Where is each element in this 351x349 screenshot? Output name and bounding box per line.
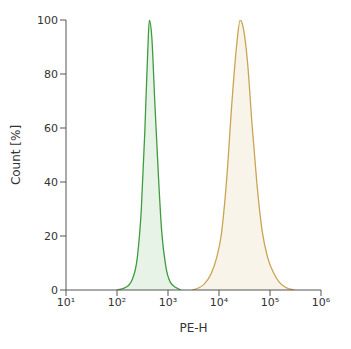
svg-text:10⁶: 10⁶: [312, 296, 331, 309]
svg-text:Count [%]: Count [%]: [9, 125, 23, 185]
svg-text:PE-H: PE-H: [179, 321, 207, 335]
svg-text:80: 80: [44, 68, 58, 81]
svg-text:10⁵: 10⁵: [261, 296, 279, 309]
svg-text:60: 60: [44, 122, 58, 135]
svg-text:10¹: 10¹: [57, 296, 75, 309]
svg-text:100: 100: [37, 14, 58, 27]
svg-text:40: 40: [44, 176, 58, 189]
svg-text:10²: 10²: [108, 296, 126, 309]
svg-text:10³: 10³: [159, 296, 177, 309]
svg-text:20: 20: [44, 230, 58, 243]
svg-text:0: 0: [51, 284, 58, 297]
svg-text:10⁴: 10⁴: [210, 296, 229, 309]
